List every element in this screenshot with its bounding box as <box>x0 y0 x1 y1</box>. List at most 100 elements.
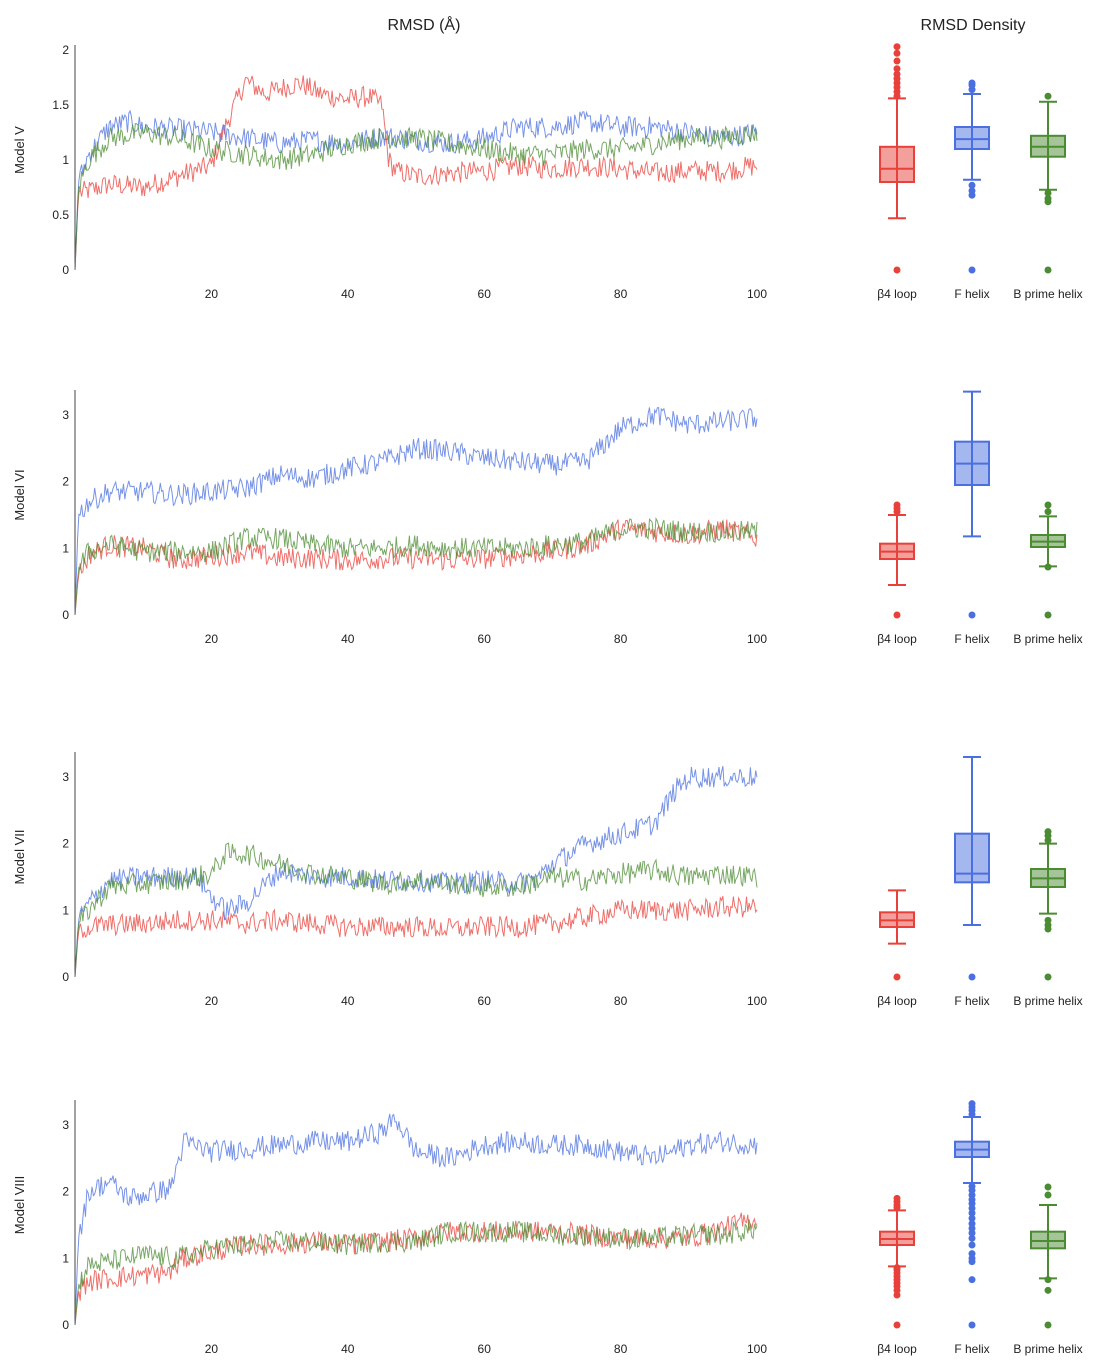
outlier-point <box>1044 92 1052 100</box>
x-tick-label: 40 <box>341 287 355 301</box>
series-line-2 <box>74 407 758 616</box>
y-tick-label: 1 <box>62 903 69 917</box>
y-axis-label: Model VIII <box>12 1176 27 1235</box>
outlier-point <box>893 49 901 57</box>
outlier-point <box>893 1264 901 1272</box>
outlier-point <box>1044 1321 1052 1329</box>
series-line-1 <box>74 75 758 271</box>
outlier-point <box>1044 195 1052 202</box>
outlier-point <box>968 1182 976 1190</box>
y-tick-label: 2 <box>62 837 69 851</box>
iqr-box <box>954 832 990 884</box>
outlier-point <box>1044 828 1052 836</box>
outlier-point <box>968 1100 976 1108</box>
x-tick-label: 40 <box>341 632 355 646</box>
outlier-point <box>968 181 976 189</box>
boxplot-2: F helix <box>954 756 990 1008</box>
boxplot-3: B prime helix <box>1013 828 1083 1008</box>
panel-1: 0 0.5 1 1.5 2 20 40 60 80 100 Model V β4 loop F heli… <box>12 43 1083 301</box>
category-label: β4 loop <box>877 287 917 301</box>
x-tick-label: 100 <box>747 632 767 646</box>
y-tick-label: 1 <box>62 153 69 167</box>
panel-2: 0 1 2 3 20 40 60 80 100 Model VI β4 loop F helix B p… <box>12 390 1083 646</box>
x-tick-label: 100 <box>747 994 767 1008</box>
y-tick-label: 0 <box>62 608 69 622</box>
panel-4: 0 1 2 3 20 40 60 80 100 Model VIII β4 loop F helix B… <box>12 1100 1083 1356</box>
boxplot-3: B prime helix <box>1013 92 1083 301</box>
boxplot-1: β4 loop <box>877 889 917 1008</box>
y-tick-label: 0 <box>62 970 69 984</box>
outlier-point <box>893 611 901 619</box>
x-tick-label: 20 <box>205 994 219 1008</box>
outlier-point <box>968 1250 976 1258</box>
x-tick-label: 60 <box>478 994 492 1008</box>
iqr-box <box>879 145 915 184</box>
x-tick-label: 100 <box>747 1342 767 1356</box>
boxplot-3: B prime helix <box>1013 501 1083 646</box>
x-tick-label: 100 <box>747 287 767 301</box>
series-line-2 <box>74 109 758 271</box>
y-tick-label: 3 <box>62 770 69 784</box>
outlier-point <box>1044 189 1052 197</box>
category-label: B prime helix <box>1013 632 1082 646</box>
y-tick-label: 0.5 <box>52 208 69 222</box>
boxplot-3: B prime helix <box>1013 1183 1083 1356</box>
y-tick-label: 2 <box>62 43 69 57</box>
series-line-3 <box>74 122 758 271</box>
x-tick-label: 80 <box>614 287 628 301</box>
y-tick-label: 2 <box>62 475 69 489</box>
x-tick-label: 20 <box>205 287 219 301</box>
y-tick-label: 1 <box>62 1251 69 1265</box>
y-tick-label: 1 <box>62 541 69 555</box>
x-tick-label: 60 <box>478 287 492 301</box>
outlier-point <box>893 65 901 73</box>
outlier-point <box>968 187 976 195</box>
y-tick-label: 2 <box>62 1185 69 1199</box>
category-label: B prime helix <box>1013 994 1082 1008</box>
outlier-point <box>1044 611 1052 619</box>
y-tick-label: 1.5 <box>52 98 69 112</box>
outlier-point <box>893 266 901 274</box>
density-column-title: RMSD Density <box>921 17 1026 34</box>
y-tick-label: 0 <box>62 1318 69 1332</box>
series-line-1 <box>74 896 758 978</box>
category-label: F helix <box>954 1342 989 1356</box>
series-line-3 <box>74 842 758 978</box>
outlier-point <box>968 1220 976 1228</box>
y-axis-label: Model V <box>12 126 27 174</box>
outlier-point <box>1044 1183 1052 1191</box>
series-line-3 <box>74 517 758 616</box>
outlier-point <box>968 79 976 87</box>
x-tick-label: 60 <box>478 1342 492 1356</box>
outlier-point <box>968 611 976 619</box>
y-axis-label: Model VI <box>12 469 27 520</box>
outlier-point <box>893 1194 901 1202</box>
x-tick-label: 20 <box>205 1342 219 1356</box>
outlier-point <box>1044 1286 1052 1294</box>
outlier-point <box>968 1321 976 1329</box>
series-line-2 <box>74 765 758 978</box>
boxplot-1: β4 loop <box>877 1194 917 1356</box>
category-label: F helix <box>954 632 989 646</box>
y-tick-label: 3 <box>62 1118 69 1132</box>
outlier-point <box>1044 501 1052 509</box>
panel-3: 0 1 2 3 20 40 60 80 100 Model VII β4 loop F helix B … <box>12 752 1083 1008</box>
outlier-point <box>968 1276 976 1284</box>
boxplot-2: F helix <box>954 79 990 301</box>
outlier-point <box>968 973 976 981</box>
outlier-point <box>893 973 901 981</box>
outlier-point <box>893 43 901 51</box>
outlier-point <box>1044 1276 1052 1284</box>
outlier-point <box>968 1241 976 1249</box>
outlier-point <box>1044 916 1052 924</box>
outlier-point <box>893 1321 901 1329</box>
outlier-point <box>1044 508 1052 516</box>
series-line-1 <box>74 519 758 616</box>
series-line-2 <box>74 1113 758 1326</box>
boxplot-1: β4 loop <box>877 43 917 301</box>
outlier-point <box>968 266 976 274</box>
x-tick-label: 20 <box>205 632 219 646</box>
x-tick-label: 80 <box>614 632 628 646</box>
